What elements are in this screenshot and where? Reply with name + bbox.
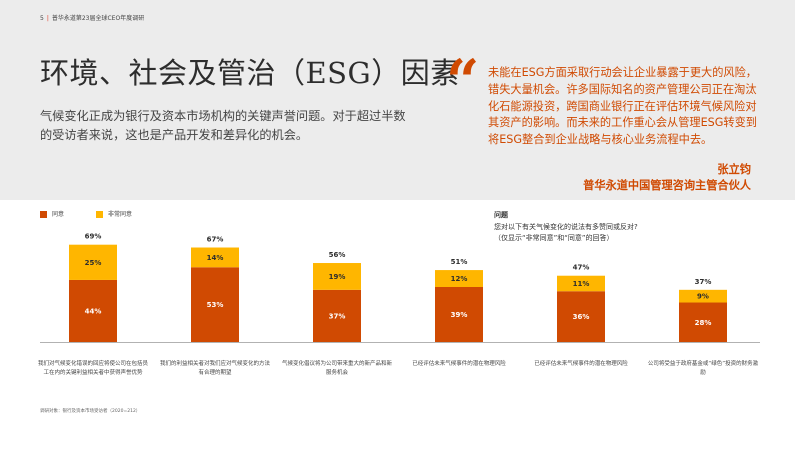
bar-strongly-agree — [557, 275, 605, 292]
bar-agree — [191, 267, 239, 342]
footnote: 调研对象：银行及资本市场受访者（2020=212） — [40, 409, 141, 414]
data-label-agree: 44% — [85, 307, 102, 315]
bar-strongly-agree — [69, 244, 117, 280]
data-label-agree: 28% — [695, 319, 712, 327]
legend-swatch-agree — [40, 211, 47, 218]
data-label-total: 56% — [329, 251, 346, 259]
data-label-total: 69% — [85, 233, 102, 241]
data-label-total: 67% — [207, 236, 224, 244]
quote-mark-icon: “ — [446, 47, 480, 115]
data-label-agree: 53% — [207, 301, 224, 309]
bar-agree — [557, 291, 605, 342]
top-band — [0, 0, 795, 200]
quote-text: 未能在ESG方面采取行动会让企业暴露于更大的风险，错失大量机会。许多国际知名的资… — [488, 66, 757, 147]
data-label-agree: 39% — [451, 311, 468, 319]
bar-strongly-agree — [435, 270, 483, 287]
question-label: 问题 — [494, 211, 508, 219]
page-title: 环境、社会及管治（ESG）因素 — [40, 56, 460, 90]
category-label: 公司将受益于政府基金或“绿色”投资的财务激励 — [647, 361, 759, 376]
category-label: 我们的利益相关者对我们应对气候变化的方法有合理的期望 — [159, 361, 270, 376]
legend-swatch-strongly-agree — [95, 211, 103, 218]
publication-title: 普华永道第23届全球CEO年度调研 — [51, 15, 145, 22]
bar-strongly-agree — [313, 263, 361, 290]
bar-agree — [435, 287, 483, 342]
data-label-strongly-agree: 9% — [697, 293, 709, 301]
survey-question: 问题 您对以下有关气候变化的说法有多赞同或反对? （仅显示“非常同意”和“同意”… — [494, 210, 638, 245]
page-number: 5 — [40, 15, 44, 22]
category-label: 我们对气候变化错误的回应将使公司在包括员工在内的关键利益相关者中获得声誉优势 — [37, 361, 148, 376]
bar-strongly-agree — [679, 289, 727, 303]
header-separator: | — [46, 15, 49, 22]
data-label-strongly-agree: 25% — [85, 259, 102, 267]
data-label-total: 51% — [451, 258, 468, 266]
page-header: 5 | 普华永道第23届全球CEO年度调研 — [40, 13, 144, 22]
data-label-total: 37% — [695, 278, 712, 286]
quote-author-title: 普华永道中国管理咨询主管合伙人 — [583, 179, 751, 192]
intro-paragraph: 气候变化正成为银行及资本市场机构的关键声誉问题。对于超过半数的受访者来说，这也是… — [40, 109, 406, 142]
quote-attribution: 张立钧 普华永道中国管理咨询主管合伙人 — [583, 162, 751, 194]
chart-legend: 同意 非常同意 — [40, 209, 162, 218]
legend-label-agree: 同意 — [52, 211, 65, 218]
legend-item-agree: 同意 — [40, 209, 64, 218]
category-label: 已经评估未来气候事件的潜在物理风险 — [412, 361, 506, 367]
data-label-total: 47% — [573, 264, 590, 272]
bar-strongly-agree — [191, 247, 239, 268]
bar-agree — [313, 289, 361, 342]
legend-label-strongly-agree: 非常同意 — [107, 211, 132, 218]
data-label-strongly-agree: 14% — [207, 254, 224, 262]
category-label: 气候变化倡议将为公司带来重大的新产品和新服务机会 — [281, 361, 392, 376]
bar-agree — [69, 279, 117, 342]
data-label-strongly-agree: 19% — [329, 273, 346, 281]
question-text: 您对以下有关气候变化的说法有多赞同或反对? — [494, 222, 638, 231]
data-label-agree: 36% — [573, 313, 590, 321]
data-label-strongly-agree: 12% — [451, 275, 468, 283]
category-label: 已经评估未来气候事件的潜在物理风险 — [534, 361, 628, 367]
data-label-strongly-agree: 11% — [573, 280, 590, 288]
question-note: （仅显示“非常同意”和“同意”的回答） — [494, 234, 614, 242]
legend-item-strongly-agree: 非常同意 — [95, 209, 132, 218]
data-label-agree: 37% — [329, 312, 346, 320]
quote-author-name: 张立钧 — [717, 163, 751, 176]
bar-agree — [679, 302, 727, 342]
